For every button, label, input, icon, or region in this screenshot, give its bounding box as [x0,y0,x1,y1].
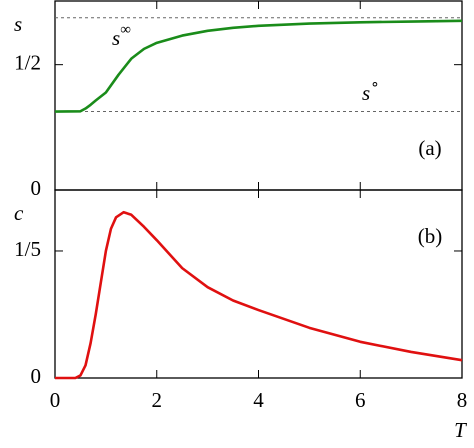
data-line [54,19,463,113]
panel-label: (a) [418,136,441,160]
x-tick-label: 4 [253,388,264,412]
x-tick-label: 0 [50,388,61,412]
y-axis-label: s [14,12,22,36]
x-tick-label: 6 [355,388,366,412]
data-line [55,210,463,380]
annotation-superscript: ∞ [120,22,131,38]
panel-label: (b) [418,224,443,248]
x-tick-label: 8 [457,388,468,412]
x-tick-label: 2 [152,388,163,412]
y-tick-label: 0 [31,364,42,388]
annotation-base: s [112,26,120,50]
y-tick-label: 1/5 [14,237,41,261]
annotation-base: s [362,81,370,105]
y-axis-label: c [14,201,24,225]
annotation-superscript: ∘ [370,77,379,93]
y-tick-label: 0 [31,176,42,200]
x-axis-label: T [454,418,467,442]
y-tick-label: 1/2 [14,50,41,74]
annotation: s∞ [112,22,131,49]
annotation: s∘ [362,77,380,104]
